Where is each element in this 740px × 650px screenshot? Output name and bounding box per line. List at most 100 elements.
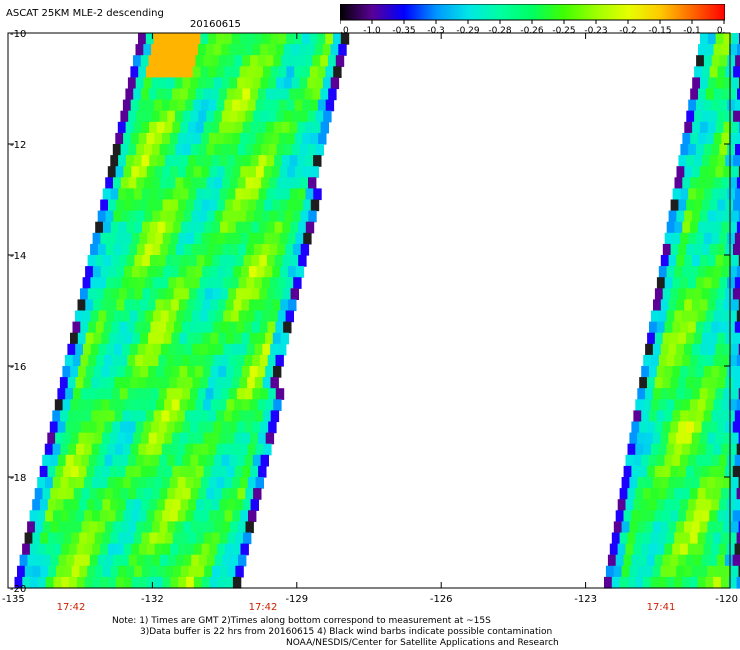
- swath-cell: [205, 388, 214, 400]
- swath-cell: [55, 465, 64, 478]
- swath-cell: [678, 332, 687, 345]
- swath-cell: [276, 144, 285, 156]
- swath-cell: [201, 477, 210, 489]
- swath-cell: [613, 521, 623, 534]
- swath-cell: [181, 354, 191, 367]
- swath-cell: [154, 443, 163, 456]
- swath-cell: [705, 576, 714, 589]
- swath-cell: [17, 565, 26, 578]
- swath-cell: [703, 454, 712, 467]
- swath-cell: [115, 443, 124, 456]
- swath-cell: [621, 477, 630, 489]
- swath-cell: [156, 465, 166, 478]
- swath-cell: [732, 377, 740, 389]
- swath-cell: [662, 288, 672, 300]
- swath-cell: [253, 110, 262, 123]
- swath-cell: [672, 499, 681, 511]
- swath-cell: [32, 565, 41, 578]
- swath-cell: [173, 321, 183, 334]
- swath-cell: [271, 132, 280, 145]
- swath-cell: [119, 321, 128, 334]
- swath-cell: [302, 132, 311, 145]
- swath-cell: [658, 310, 668, 323]
- swath-cell: [55, 432, 64, 445]
- swath-cell: [89, 554, 99, 567]
- swath-cell: [246, 243, 255, 256]
- swath-cell: [185, 99, 194, 112]
- swath-cell: [697, 488, 706, 500]
- swath-cell: [690, 354, 699, 367]
- swath-cell: [680, 499, 689, 511]
- swath-cell: [132, 299, 141, 312]
- swath-cell: [176, 310, 185, 323]
- swath-cell: [171, 332, 180, 345]
- swath-cell: [726, 499, 736, 511]
- swath-cell: [184, 33, 194, 45]
- swath-cell: [265, 332, 274, 345]
- swath-cell: [145, 343, 154, 356]
- swath-cell: [100, 199, 109, 212]
- swath-cell: [185, 66, 194, 78]
- swath-cell: [177, 33, 186, 45]
- swath-cell: [118, 221, 127, 234]
- swath-cell: [284, 144, 293, 156]
- swath-cell: [196, 188, 205, 201]
- swath-cell: [729, 310, 738, 323]
- swath-cell: [169, 33, 178, 45]
- swath-cell: [244, 388, 253, 400]
- swath-cell: [148, 88, 158, 101]
- swath-cell: [161, 99, 171, 112]
- swath-cell: [163, 366, 173, 378]
- swath-cell: [53, 576, 62, 589]
- swath-cell: [180, 121, 189, 134]
- swath-cell: [701, 465, 710, 478]
- swath-cell: [240, 232, 250, 245]
- swath-cell: [211, 88, 220, 101]
- swath-cell: [653, 299, 662, 312]
- swath-cell: [668, 255, 677, 267]
- swath-cell: [719, 188, 728, 201]
- swath-cell: [284, 177, 293, 189]
- swath-cell: [65, 454, 74, 467]
- swath-cell: [641, 499, 650, 511]
- swath-cell: [709, 377, 718, 389]
- swath-cell: [129, 243, 138, 256]
- swath-cell: [251, 255, 260, 267]
- swath-cell: [145, 410, 155, 423]
- swath-cell: [688, 366, 697, 378]
- swath-cell: [686, 421, 695, 434]
- swath-cell: [189, 255, 198, 267]
- swath-cell: [243, 188, 252, 201]
- swath-cell: [140, 432, 150, 445]
- swath-cell: [103, 321, 113, 334]
- swath-cell: [128, 554, 138, 567]
- swath-cell: [123, 199, 132, 212]
- swath-cell: [726, 454, 736, 467]
- swath-cell: [232, 132, 241, 145]
- swath-cell: [312, 55, 321, 67]
- swath-cell: [136, 243, 146, 256]
- swath-cell: [219, 499, 228, 511]
- swath-cell: [187, 88, 197, 101]
- swath-cell: [199, 277, 208, 289]
- swath-cell: [108, 266, 117, 278]
- swath-cell: [273, 121, 283, 134]
- swath-cell: [178, 576, 187, 589]
- swath-cell: [719, 99, 728, 112]
- swath-cell: [646, 510, 656, 522]
- lat-label: -14: [10, 251, 26, 262]
- swath-cell: [255, 132, 265, 145]
- swath-cell: [182, 421, 191, 434]
- swath-cell: [141, 499, 150, 511]
- swath-cell: [157, 255, 167, 267]
- swath-cell: [713, 221, 722, 234]
- swath-cell: [198, 110, 207, 123]
- swath-cell: [137, 277, 146, 289]
- swath-cell: [175, 144, 184, 156]
- swath-cell: [723, 210, 732, 223]
- swath-cell: [231, 343, 240, 356]
- swath-cell: [135, 454, 145, 467]
- time-label: 17:41: [647, 602, 676, 613]
- swath-cell: [112, 421, 121, 434]
- swath-cell: [70, 432, 80, 445]
